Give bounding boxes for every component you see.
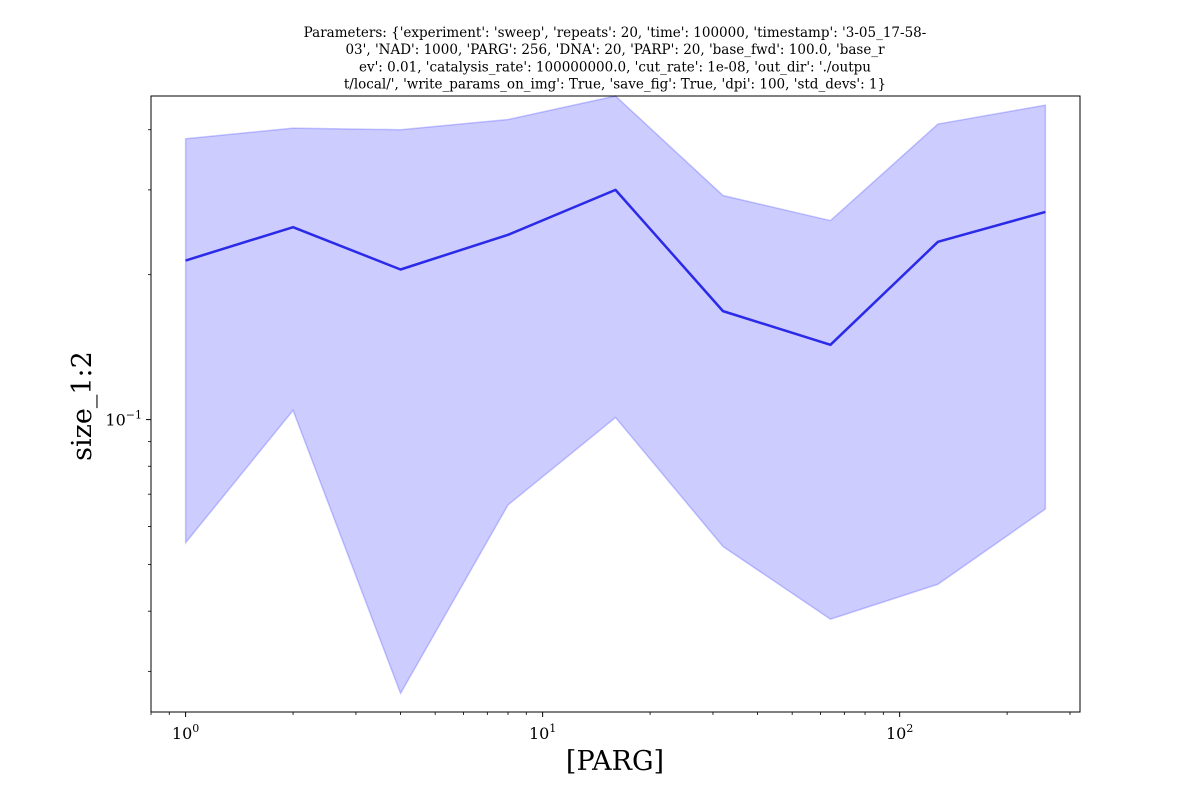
mean-line	[185, 188, 1046, 347]
x-tick-label: 101	[529, 722, 556, 743]
chart-title-line: 03', 'NAD': 1000, 'PARG': 256, 'DNA': 20…	[345, 42, 885, 58]
x-tick-label: 102	[886, 722, 913, 743]
y-tick-label: 10−1	[105, 409, 142, 430]
chart-title: Parameters: {'experiment': 'sweep', 'rep…	[304, 25, 927, 93]
chart-title-line: Parameters: {'experiment': 'sweep', 'rep…	[304, 25, 927, 41]
chart-title-line: ev': 0.01, 'catalysis_rate': 100000000.0…	[359, 59, 871, 75]
chart-title-line: t/local/', 'write_params_on_img': True, …	[344, 77, 886, 93]
axis-ticks: 100 101 102 10−1	[105, 129, 1071, 743]
plot-frame	[150, 95, 1081, 713]
x-axis-label: [PARG]	[566, 746, 664, 777]
y-axis-label: size_1:2	[67, 351, 98, 461]
x-tick-label: 100	[172, 722, 199, 743]
plot-area	[151, 96, 1080, 712]
std-dev-band	[184, 95, 1047, 696]
series-layer	[184, 95, 1047, 696]
